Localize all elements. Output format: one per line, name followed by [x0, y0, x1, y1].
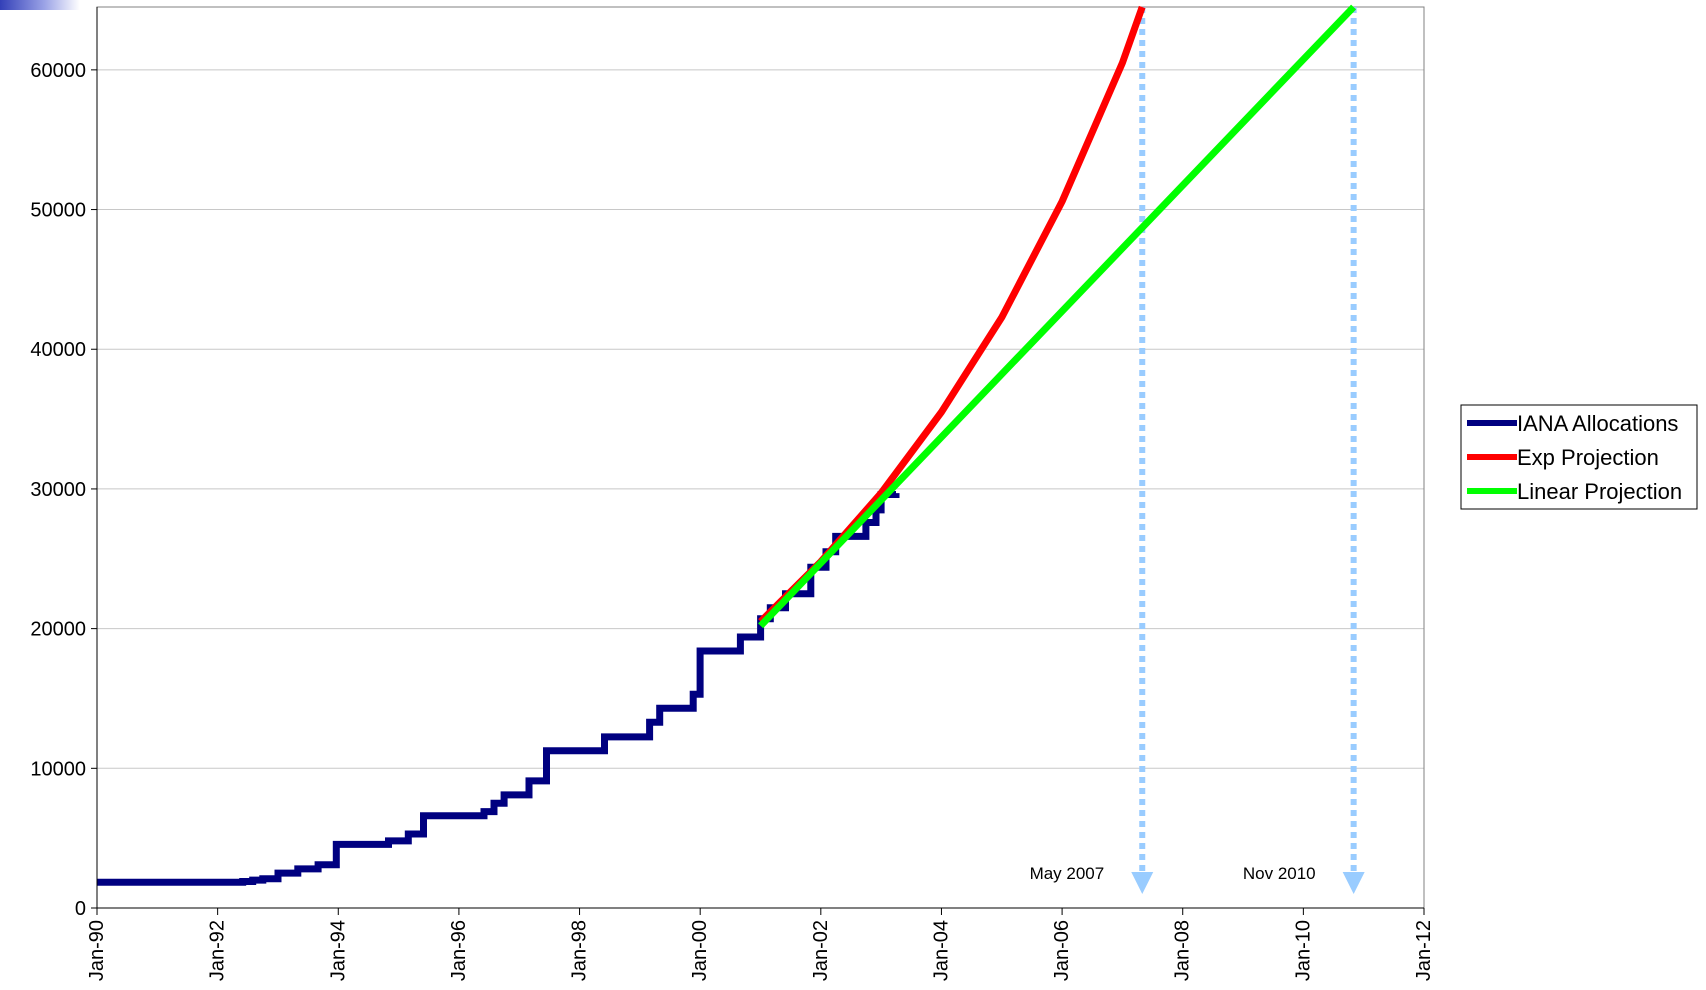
x-tick-label: Jan-04	[930, 920, 952, 981]
x-tick-label: Jan-00	[689, 920, 711, 981]
legend-label: Linear Projection	[1517, 479, 1682, 504]
axes: 0 10000 20000 30000 40000 50000 60000 Jan-90 Jan…	[30, 7, 1435, 981]
annotation-arrowhead	[1131, 872, 1154, 894]
annotation-layer: May 2007 Nov 2010	[1030, 7, 1365, 894]
y-tick-label: 50000	[30, 200, 86, 222]
series-iana-allocations	[97, 491, 900, 886]
y-tick-label: 60000	[30, 60, 86, 82]
series-exp-projection	[758, 5, 1146, 625]
x-tick-label: Jan-06	[1051, 920, 1073, 981]
gridlines	[97, 69, 1424, 769]
x-tick-label: Jan-98	[569, 920, 591, 981]
y-tick-label: 30000	[30, 479, 86, 501]
x-tick-label: Jan-94	[327, 920, 349, 981]
x-tick-label: Jan-02	[810, 920, 832, 981]
series-layer	[97, 4, 1357, 886]
annotation-label: Nov 2010	[1243, 864, 1316, 883]
legend-label: IANA Allocations	[1517, 411, 1678, 436]
x-tick-label: Jan-10	[1292, 920, 1314, 981]
x-tick-label: Jan-92	[207, 920, 229, 981]
y-tick-label: 40000	[30, 339, 86, 361]
x-tick-label: Jan-96	[448, 920, 470, 981]
series-linear-projection	[758, 4, 1357, 629]
x-tick-label: Jan-12	[1413, 920, 1435, 981]
y-tick-label: 10000	[30, 758, 86, 780]
x-tick-label: Jan-90	[86, 920, 108, 981]
y-tick-label: 20000	[30, 619, 86, 641]
legend-label: Exp Projection	[1517, 445, 1659, 470]
y-tick-label: 0	[75, 898, 86, 920]
corner-decoration	[0, 0, 80, 10]
annotation-label: May 2007	[1030, 864, 1105, 883]
annotation-arrowhead	[1342, 872, 1365, 894]
legend: IANA Allocations Exp Projection Linear Pro…	[1460, 404, 1698, 510]
x-tick-label: Jan-08	[1172, 920, 1194, 981]
